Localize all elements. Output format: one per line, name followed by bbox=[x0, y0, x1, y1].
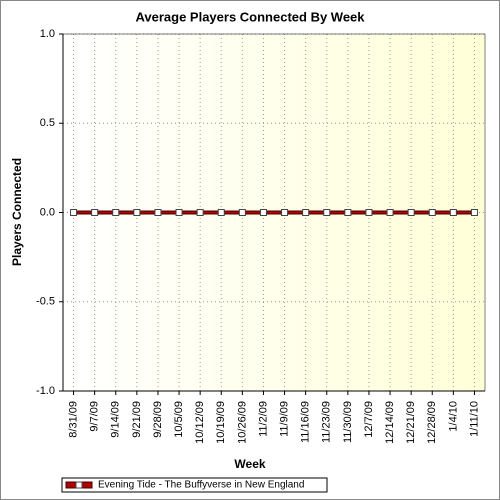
x-tick-label: 11/2/09 bbox=[257, 401, 269, 437]
point-marker bbox=[70, 209, 78, 216]
y-tick-label: 0.5 bbox=[40, 117, 55, 129]
x-tick-label: 10/12/09 bbox=[194, 401, 206, 444]
y-tick-label: 1.0 bbox=[40, 28, 55, 40]
point-marker bbox=[238, 209, 246, 216]
point-marker bbox=[91, 209, 99, 216]
x-tick-label: 12/21/09 bbox=[405, 401, 417, 444]
x-tick-label: 9/7/09 bbox=[89, 401, 101, 432]
point-marker bbox=[175, 209, 183, 216]
x-tick-label: 8/31/09 bbox=[67, 401, 79, 438]
x-tick-label: 10/5/09 bbox=[173, 401, 185, 438]
x-tick-label: 9/28/09 bbox=[152, 401, 164, 438]
legend-marker bbox=[75, 481, 83, 489]
x-tick-label: 11/9/09 bbox=[278, 401, 290, 437]
y-tick-label: 0.0 bbox=[40, 206, 55, 218]
x-axis-label: Week bbox=[234, 457, 265, 471]
point-marker bbox=[196, 209, 204, 216]
point-marker bbox=[217, 209, 225, 216]
point-marker bbox=[259, 209, 267, 216]
chart-title: Average Players Connected By Week bbox=[135, 9, 365, 24]
point-marker bbox=[428, 209, 436, 216]
legend-box bbox=[61, 477, 328, 493]
legend-label: Evening Tide - The Buffyverse in New Eng… bbox=[98, 480, 304, 491]
x-tick-label: 11/30/09 bbox=[342, 401, 354, 443]
point-marker bbox=[281, 209, 289, 216]
point-marker bbox=[323, 209, 331, 216]
x-tick-label: 1/4/10 bbox=[447, 401, 459, 432]
x-tick-label: 10/26/09 bbox=[236, 401, 248, 444]
y-tick-label: -1.0 bbox=[36, 385, 55, 397]
x-tick-label: 12/14/09 bbox=[384, 401, 396, 444]
x-tick-label: 9/21/09 bbox=[131, 401, 143, 438]
x-tick-label: 11/16/09 bbox=[300, 401, 312, 443]
plot-border bbox=[62, 33, 486, 392]
point-marker bbox=[470, 209, 478, 216]
x-tick-label: 12/28/09 bbox=[426, 401, 438, 444]
point-marker bbox=[386, 209, 394, 216]
x-tick-label: 9/14/09 bbox=[110, 401, 122, 438]
point-marker bbox=[365, 209, 373, 216]
point-marker bbox=[302, 209, 310, 216]
x-tick-label: 11/23/09 bbox=[321, 401, 333, 443]
point-marker bbox=[344, 209, 352, 216]
point-marker bbox=[154, 209, 162, 216]
x-tick-label: 12/7/09 bbox=[363, 401, 375, 438]
x-tick-label: 10/19/09 bbox=[215, 401, 227, 444]
point-marker bbox=[449, 209, 457, 216]
y-axis-label: Players Connected bbox=[10, 158, 24, 266]
x-tick-label: 1/11/10 bbox=[468, 401, 480, 437]
point-marker bbox=[112, 209, 120, 216]
y-tick-label: -0.5 bbox=[36, 296, 55, 308]
point-marker bbox=[133, 209, 141, 216]
point-marker bbox=[407, 209, 415, 216]
